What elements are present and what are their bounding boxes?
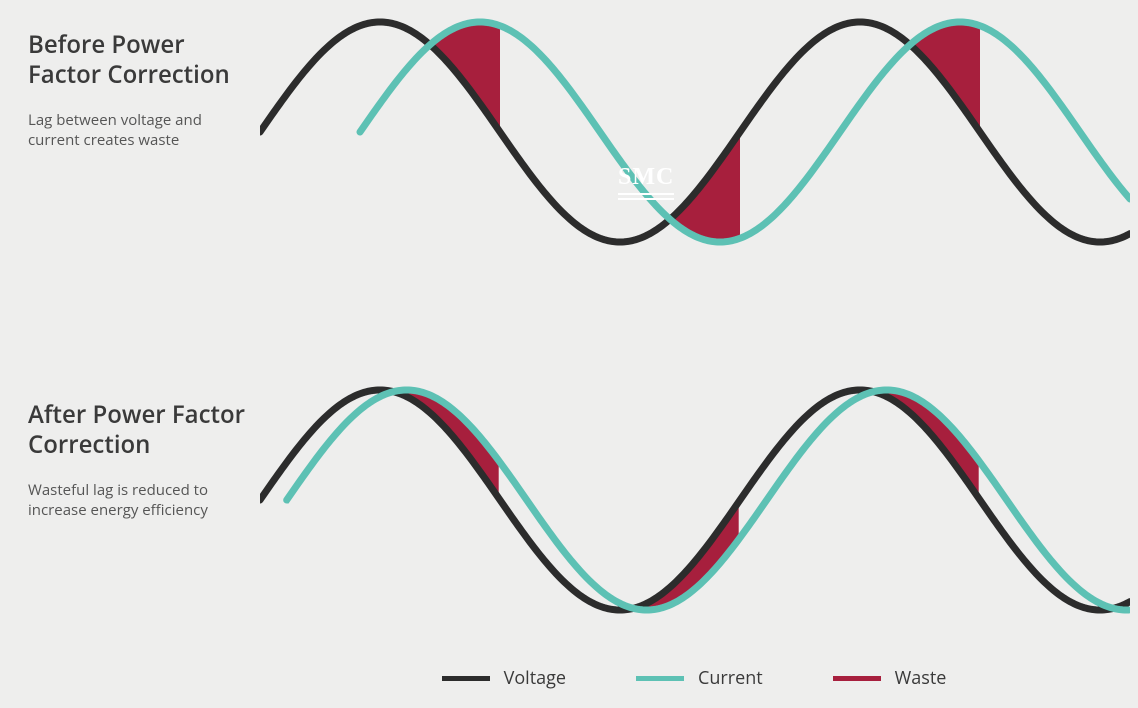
before-body: Lag between voltage and current creates … [28,110,248,151]
chart-after [260,370,1130,630]
legend-item-waste: Waste [833,666,947,690]
voltage-swatch [442,676,490,681]
legend-label-current: Current [698,666,763,690]
before-title: Before Power Factor Correction [28,30,248,90]
waste-swatch [833,676,881,681]
chart-before [260,2,1130,262]
legend-label-waste: Waste [895,666,947,690]
legend-label-voltage: Voltage [504,666,566,690]
wave-svg [260,370,1130,630]
watermark: SMC [618,164,674,200]
after-text-panel: After Power Factor Correction Wasteful l… [28,400,248,521]
legend-item-current: Current [636,666,763,690]
wave-svg [260,2,1130,262]
current-line [287,390,1129,610]
after-body: Wasteful lag is reduced to increase ener… [28,480,248,521]
watermark-text: SMC [618,164,674,190]
after-title: After Power Factor Correction [28,400,248,460]
legend: Voltage Current Waste [0,666,1138,690]
before-text-panel: Before Power Factor Correction Lag betwe… [28,30,248,151]
current-swatch [636,676,684,681]
legend-item-voltage: Voltage [442,666,566,690]
